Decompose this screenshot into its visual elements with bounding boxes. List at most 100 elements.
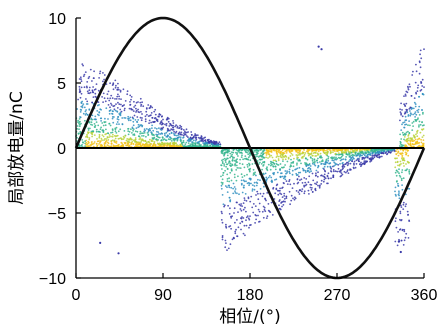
- pd-scatter-point: [322, 180, 325, 183]
- pd-scatter-point: [147, 140, 150, 143]
- pd-scatter-point: [349, 158, 351, 161]
- pd-scatter-point: [245, 180, 247, 183]
- pd-scatter-point: [148, 122, 151, 124]
- pd-scatter-point: [221, 152, 224, 155]
- pd-scatter-point: [224, 246, 227, 249]
- pd-scatter-point: [413, 97, 416, 99]
- pd-scatter-point: [376, 154, 379, 156]
- pd-scatter-point: [397, 193, 400, 196]
- pd-scatter-point: [268, 210, 271, 213]
- pd-scatter-point: [281, 151, 284, 154]
- pd-scatter-point: [143, 130, 146, 133]
- pd-scatter-point: [221, 161, 224, 163]
- pd-scatter-point: [112, 133, 114, 136]
- pd-scatter-point: [93, 123, 96, 125]
- pd-scatter-point: [343, 170, 346, 173]
- pd-scatter-point: [386, 152, 389, 155]
- pd-scatter-point: [397, 151, 400, 153]
- pd-scatter-point: [137, 126, 140, 129]
- pd-scatter-point: [199, 144, 202, 147]
- pd-scatter-point: [139, 132, 142, 135]
- pd-scatter-point: [311, 191, 314, 193]
- pd-scatter-point: [240, 151, 242, 154]
- pd-scatter-point: [401, 123, 403, 126]
- pd-scatter-point: [418, 125, 420, 128]
- pd-scatter-point: [147, 104, 150, 106]
- pd-scatter-point: [182, 141, 185, 144]
- x-tick-label: 0: [72, 287, 81, 304]
- pd-scatter-point: [410, 137, 413, 140]
- pd-scatter-point: [76, 125, 79, 127]
- pd-scatter-point: [185, 131, 188, 134]
- pd-scatter-point: [289, 203, 291, 206]
- pd-scatter-point: [243, 184, 245, 187]
- pd-scatter-point: [137, 111, 140, 113]
- pd-scatter-point: [179, 138, 182, 141]
- pd-scatter-point: [85, 109, 87, 111]
- pd-scatter-point: [312, 161, 315, 164]
- pd-scatter-point: [339, 175, 342, 178]
- pd-scatter-point: [225, 242, 227, 245]
- pd-scatter-point: [109, 106, 111, 109]
- pd-scatter-point: [165, 131, 168, 134]
- pd-scatter-point: [88, 138, 91, 141]
- pd-scatter-point: [104, 141, 107, 144]
- pd-scatter-point: [311, 159, 314, 162]
- pd-scatter-point: [98, 104, 100, 106]
- pd-scatter-point: [268, 175, 271, 177]
- pd-scatter-point: [328, 162, 331, 165]
- pd-scatter-point: [421, 92, 424, 95]
- pd-scatter-point: [88, 75, 91, 78]
- pd-scatter-point: [233, 207, 236, 210]
- pd-scatter-point: [194, 144, 197, 147]
- pd-scatter-point: [123, 141, 126, 144]
- pd-scatter-point: [84, 71, 87, 73]
- pd-scatter-point: [343, 151, 346, 154]
- pd-scatter-point: [283, 192, 286, 195]
- pd-scatter-point: [149, 144, 152, 147]
- pd-scatter-point: [252, 203, 255, 205]
- pd-scatter-point: [406, 140, 408, 143]
- pd-scatter-point: [332, 175, 335, 178]
- pd-scatter-point: [173, 130, 176, 133]
- pd-scatter-point: [160, 143, 162, 146]
- pd-scatter-point: [134, 138, 137, 141]
- pd-scatter-point: [408, 108, 411, 110]
- pd-scatter-point: [110, 145, 113, 148]
- pd-scatter-point: [149, 129, 152, 132]
- pd-scatter-point: [407, 130, 409, 133]
- pd-scatter-point: [220, 184, 223, 187]
- pd-scatter-point: [388, 150, 390, 153]
- pd-scatter-point: [95, 128, 98, 131]
- pd-scatter-point: [255, 149, 258, 152]
- pd-scatter-point: [238, 193, 240, 196]
- pd-scatter-point: [189, 136, 192, 139]
- pd-scatter-point: [423, 48, 425, 51]
- pd-scatter-point: [270, 201, 273, 204]
- pd-scatter-point: [173, 143, 176, 146]
- pd-scatter-point: [421, 145, 423, 148]
- pd-scatter-point: [129, 119, 132, 122]
- pd-scatter-point: [297, 156, 299, 159]
- pd-scatter-point: [79, 108, 82, 111]
- pd-scatter-point: [243, 174, 246, 177]
- pd-scatter-point: [112, 121, 115, 124]
- pd-scatter-point: [265, 176, 268, 179]
- pd-scatter-point: [402, 203, 405, 206]
- pd-scatter-point: [399, 111, 402, 113]
- pd-scatter-point: [136, 121, 139, 123]
- pd-scatter-point: [322, 149, 325, 152]
- pd-scatter-point: [81, 100, 84, 103]
- pd-scatter-point: [211, 143, 214, 146]
- pd-scatter-point: [123, 104, 125, 106]
- outlier-point: [117, 252, 120, 255]
- pd-scatter-point: [419, 53, 421, 56]
- pd-scatter-point: [226, 191, 229, 194]
- pd-scatter-point: [280, 201, 283, 204]
- pd-scatter-point: [285, 156, 288, 158]
- pd-scatter-point: [257, 178, 259, 181]
- pd-scatter-point: [408, 187, 411, 190]
- pd-scatter-point: [317, 148, 320, 151]
- pd-scatter-point: [252, 168, 255, 171]
- pd-scatter-point: [185, 141, 188, 144]
